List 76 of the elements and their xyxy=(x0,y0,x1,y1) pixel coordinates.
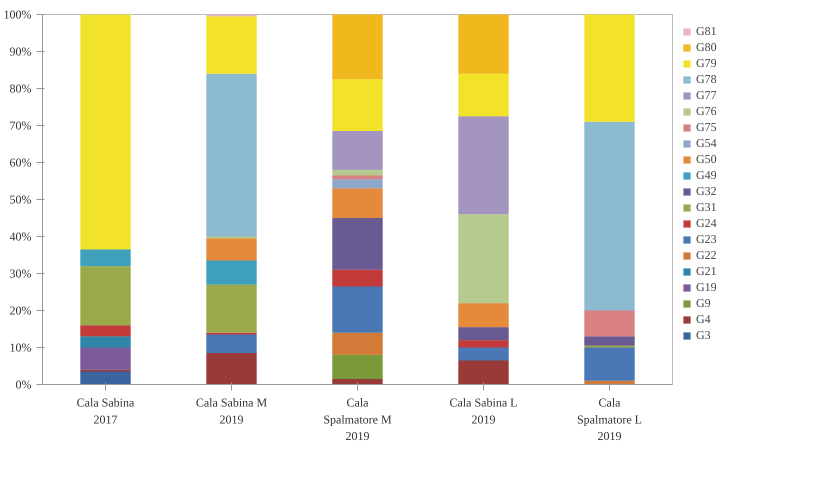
legend-label: G49 xyxy=(696,168,717,183)
bar xyxy=(332,354,383,379)
legend-label: G23 xyxy=(696,232,717,247)
bar xyxy=(332,79,383,132)
bar xyxy=(584,348,635,381)
bar xyxy=(332,188,383,218)
y-tick-label: 80% xyxy=(10,82,32,96)
bar xyxy=(80,266,131,326)
bar xyxy=(332,332,383,355)
x-tick-label: Cala Sabina M 2019 xyxy=(196,396,268,426)
bar xyxy=(332,179,383,188)
bar xyxy=(206,16,257,74)
bar xyxy=(206,238,257,261)
legend-label: G78 xyxy=(696,72,717,87)
x-tick-label: Cala Spalmatore L 2019 xyxy=(577,396,642,444)
legend-label: G54 xyxy=(696,136,717,151)
bar xyxy=(458,14,509,74)
x-tick-label: Cala Sabina 2017 xyxy=(76,396,135,426)
legend-label: G32 xyxy=(696,184,717,199)
legend-label: G50 xyxy=(696,152,717,167)
legend-label: G4 xyxy=(696,312,712,327)
legend-label: G31 xyxy=(696,200,717,215)
y-tick-label: 20% xyxy=(10,304,32,318)
bar xyxy=(80,14,131,250)
legend-label: G9 xyxy=(696,296,712,311)
bar xyxy=(458,360,509,384)
y-tick-label: 10% xyxy=(10,340,32,354)
y-tick-label: 30% xyxy=(10,266,32,280)
bar xyxy=(80,325,131,336)
bar xyxy=(206,353,257,384)
legend-label: G77 xyxy=(696,88,717,103)
legend-label: G24 xyxy=(696,216,717,231)
bar xyxy=(80,336,131,348)
bar xyxy=(80,348,131,370)
bar xyxy=(332,131,383,170)
bar xyxy=(458,74,509,116)
bar xyxy=(458,116,509,214)
bar xyxy=(458,348,509,360)
legend-label: G75 xyxy=(696,120,717,135)
bar xyxy=(584,122,635,310)
bar xyxy=(206,334,257,354)
bar xyxy=(206,74,257,236)
bar xyxy=(332,218,383,270)
bar xyxy=(458,327,509,340)
y-tick-label: 100% xyxy=(4,8,32,22)
y-tick-label: 0% xyxy=(16,378,32,392)
y-tick-label: 70% xyxy=(10,118,32,132)
bar xyxy=(80,372,131,384)
bar xyxy=(458,303,509,328)
bar xyxy=(458,214,509,304)
bar xyxy=(206,260,257,285)
legend-label: G76 xyxy=(696,104,717,119)
legend-label: G19 xyxy=(696,280,717,295)
legend-label: G80 xyxy=(696,40,717,55)
y-tick-label: 90% xyxy=(10,44,32,58)
bar xyxy=(584,310,635,336)
legend-label: G81 xyxy=(696,24,717,39)
legend-label: G79 xyxy=(696,56,717,71)
bar xyxy=(458,340,509,348)
bar xyxy=(206,284,257,333)
x-tick-label: Cala Spalmatore M 2019 xyxy=(323,396,392,444)
y-tick-label: 50% xyxy=(10,192,32,206)
bar xyxy=(584,336,635,346)
bar xyxy=(332,270,383,286)
bar xyxy=(332,175,383,180)
bar xyxy=(332,286,383,333)
y-tick-label: 40% xyxy=(10,230,32,244)
legend-label: G21 xyxy=(696,264,717,279)
legend-label: G3 xyxy=(696,328,712,343)
bar xyxy=(584,14,635,122)
x-tick-label: Cala Sabina L 2019 xyxy=(450,396,518,426)
bar xyxy=(332,170,383,176)
bar xyxy=(80,249,131,266)
bar xyxy=(332,14,383,80)
y-tick-label: 60% xyxy=(10,156,32,170)
legend-label: G22 xyxy=(696,248,717,263)
